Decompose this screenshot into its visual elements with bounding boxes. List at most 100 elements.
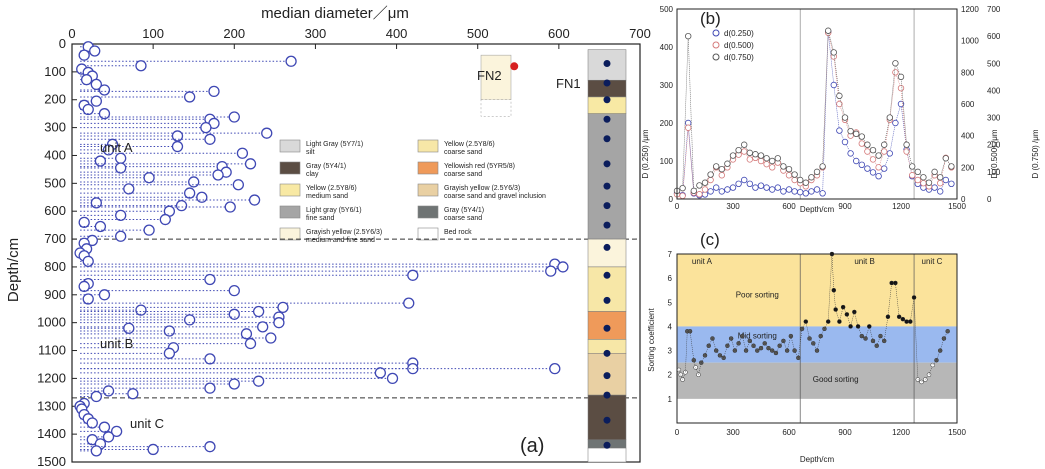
- b-xtick-label: 600: [782, 202, 796, 211]
- b-ytick-left-label: 500: [660, 5, 674, 14]
- data-point: [549, 362, 561, 375]
- data-point: [90, 197, 102, 209]
- data-point: [204, 353, 216, 365]
- a-ytick-label: 400: [44, 147, 66, 162]
- fn1-sample-dot: [603, 221, 611, 229]
- c-connector: [786, 336, 792, 351]
- a-ytick-label: 900: [44, 287, 66, 302]
- c-xtick-label: 300: [726, 428, 740, 437]
- b-ytick-right2-label: 300: [987, 114, 1001, 123]
- series-point: [718, 165, 725, 173]
- unit-b-label: unit B: [100, 336, 133, 351]
- fn1-sample-dot: [603, 391, 611, 399]
- legend-sublabel: coarse sand: [444, 171, 482, 178]
- series-point: [864, 165, 871, 172]
- data-point: [261, 127, 273, 139]
- b-ytick-right1-label: 200: [961, 163, 975, 172]
- panel-b-legend: d(0.250) d(0.500) d(0.750): [712, 29, 754, 62]
- a-ytick-label: 1200: [37, 370, 66, 385]
- series-point: [769, 186, 776, 193]
- legend-label: Grayish yellow (2.5Y6/3): [444, 185, 520, 192]
- b-xtick-label: 0: [675, 202, 680, 211]
- series-point: [886, 114, 893, 121]
- c-ytick-label: 2: [668, 371, 673, 380]
- a-xtick-label: 100: [142, 26, 164, 41]
- a-ytick-label: 1400: [37, 426, 66, 441]
- series-point: [813, 186, 821, 193]
- fn1-sample-dot: [603, 372, 611, 380]
- a-xtick-label: 600: [548, 26, 570, 41]
- series-point: [875, 164, 882, 171]
- series-point: [892, 69, 899, 76]
- b-ytick-right2-label: 500: [987, 59, 1001, 68]
- a-ytick-label: 600: [44, 203, 66, 218]
- c-ytick-label: 3: [668, 347, 673, 356]
- fn1-layer: [587, 447, 627, 463]
- legend-label: Gray (5Y4/1): [444, 207, 484, 214]
- c-connector: [742, 336, 747, 351]
- legend-marker: [712, 29, 720, 37]
- data-point: [224, 201, 236, 213]
- series-point: [763, 160, 770, 168]
- series-point: [925, 179, 933, 186]
- fn1-sample-dot: [603, 182, 611, 190]
- series-point: [836, 127, 843, 134]
- c-connector: [790, 336, 795, 351]
- panel-c-ylabel: Sorting coefficient: [647, 308, 656, 372]
- series-point: [785, 172, 793, 179]
- a-xtick-label: 500: [467, 26, 489, 41]
- panel-b-frame: [676, 8, 958, 200]
- data-point: [208, 85, 220, 98]
- data-point: [78, 49, 90, 61]
- legend-marker: [712, 41, 720, 49]
- c-connector: [869, 326, 874, 341]
- series-point: [780, 163, 787, 170]
- series-point: [774, 184, 781, 191]
- data-point: [86, 417, 98, 429]
- series-point: [897, 100, 905, 108]
- data-point: [78, 216, 90, 228]
- series-point: [763, 184, 770, 191]
- c-ytick-label: 6: [668, 274, 673, 283]
- c-connector: [854, 311, 859, 327]
- c-connector: [833, 290, 836, 310]
- series-point: [841, 114, 849, 121]
- series-point: [819, 163, 826, 170]
- legend-label: Yellow (2.5Y8/6): [444, 141, 495, 148]
- a-ytick-label: 300: [44, 120, 66, 135]
- c-point: [945, 329, 950, 334]
- series-point: [931, 168, 938, 176]
- series-point: [785, 165, 793, 173]
- b-ytick-left-label: 200: [660, 119, 674, 128]
- series-point: [897, 84, 905, 92]
- legend-sublabel: coarse sand and gravel inclusion: [444, 193, 546, 200]
- data-point: [135, 304, 147, 316]
- c-connector: [816, 336, 821, 351]
- series-point: [701, 179, 709, 186]
- c-connector: [913, 297, 919, 380]
- c-ytick-label: 1: [668, 395, 673, 404]
- c-ytick-label: 5: [668, 298, 673, 307]
- series-point: [847, 127, 854, 135]
- legend-background: [270, 135, 556, 253]
- data-point: [244, 158, 257, 170]
- c-connector: [883, 316, 889, 341]
- series-point: [696, 182, 703, 189]
- legend-swatch: [417, 161, 439, 175]
- panel-b-xlabel: Depth/cm: [800, 205, 835, 214]
- series-point: [791, 176, 798, 184]
- c-connector: [895, 282, 900, 317]
- data-point: [110, 425, 123, 437]
- b-ytick-right1-label: 0: [961, 195, 966, 204]
- series-point: [780, 188, 787, 195]
- legend-swatch: [417, 139, 439, 153]
- panel-c: 0 300 600 900 1200 1500 1 2 3 4 5 6 7 Poor sorting Mid…: [647, 230, 966, 464]
- series-point: [830, 49, 837, 56]
- panel-b: 0 300 600 900 1200 15000100200300400500020040…: [641, 5, 1040, 214]
- data-point: [90, 78, 102, 91]
- panel-a: median diameter／μm Depth/cm Light Gray (…: [5, 5, 651, 469]
- c-xtick-label: 600: [782, 428, 796, 437]
- series-point: [914, 168, 921, 176]
